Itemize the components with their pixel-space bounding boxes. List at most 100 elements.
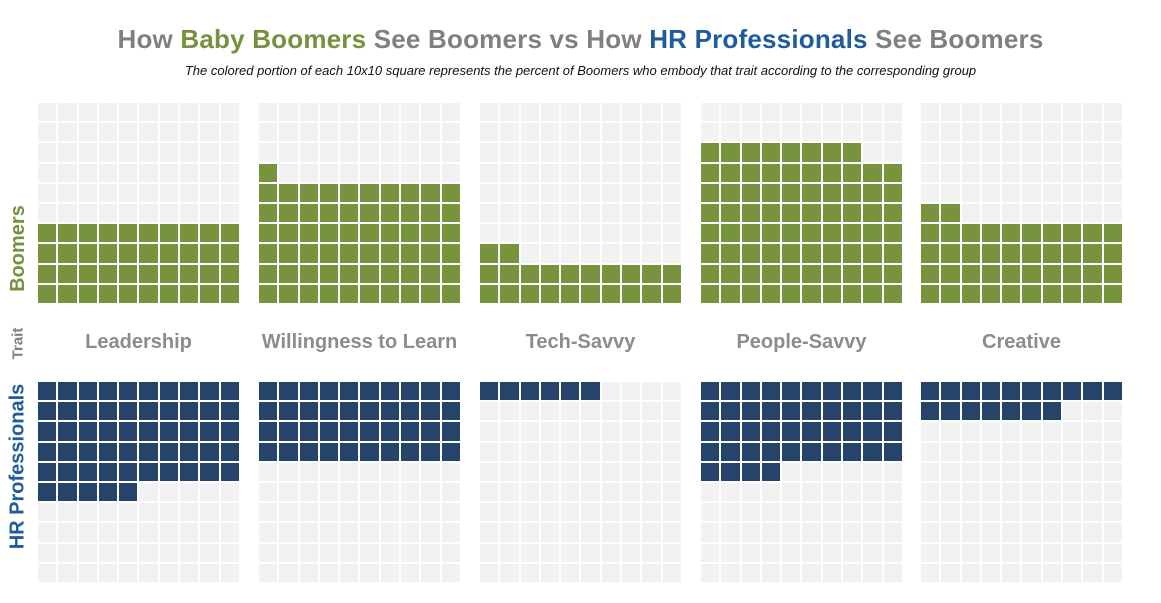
waffle-cell [520,103,539,122]
waffle-cell [863,462,882,481]
waffle-cell [259,442,278,461]
waffle-cell [883,543,902,562]
waffle-cell [581,264,600,283]
waffle-cell [220,103,239,122]
waffle-cell [279,284,298,303]
waffle-cell [921,402,940,421]
waffle-cell [139,244,158,263]
waffle-cell [961,523,980,542]
waffle-cell [721,462,740,481]
waffle-cell [401,103,420,122]
waffle-cell [1022,143,1041,162]
waffle-cell [883,523,902,542]
waffle-cell [480,483,499,502]
waffle-cell [843,143,862,162]
waffle-cell [782,224,801,243]
waffle-cell [642,143,661,162]
waffle-cell [981,163,1001,182]
waffle-cell [1083,543,1102,562]
waffle-cell [360,462,379,481]
waffle-cell [401,442,420,461]
waffle-cell [1042,284,1062,303]
waffle-cell [119,503,138,522]
waffle-cell [921,244,940,263]
waffle-cell [822,543,842,562]
waffle-cell [299,442,318,461]
waffle-cell [119,422,138,441]
waffle-cell [601,543,621,562]
waffle-cell [1022,123,1041,142]
waffle-cell [802,563,821,582]
row-label-trait-text: Trait [9,327,27,359]
waffle-cell [180,382,199,401]
waffle-cell [701,244,720,263]
waffle-cell [1002,462,1021,481]
waffle-cell [380,264,400,283]
waffle-cell [299,244,318,263]
waffle-cell [500,503,519,522]
waffle-cell [863,563,882,582]
waffle-cell [843,224,862,243]
waffle-cell [38,163,57,182]
waffle-cell [119,204,138,223]
waffle-cell [480,462,499,481]
waffle-cell [1083,123,1102,142]
waffle-cell [360,163,379,182]
waffle-cell [98,123,118,142]
title-part-hr: HR Professionals [649,24,868,54]
waffle-cell [360,523,379,542]
waffle-cell [78,264,97,283]
waffle-cell [441,563,460,582]
waffle-cell [883,483,902,502]
waffle-cell [119,264,138,283]
waffle-cell [1103,382,1122,401]
waffle-cell [921,264,940,283]
waffle-boomers-willingness-to-learn [259,103,460,303]
waffle-cell [360,264,379,283]
waffle-cell [78,224,97,243]
waffle-cell [721,523,740,542]
waffle-cell [200,103,219,122]
waffle-cell [520,523,539,542]
waffle-cell [58,244,77,263]
waffle-cell [480,103,499,122]
waffle-cell [601,503,621,522]
waffle-cell [380,442,400,461]
waffle-cell [480,143,499,162]
waffle-boomers-leadership [38,103,239,303]
waffle-cell [159,543,179,562]
waffle-cell [340,284,359,303]
waffle-cell [981,143,1001,162]
waffle-cell [741,382,760,401]
waffle-cell [843,284,862,303]
waffle-cell [883,563,902,582]
waffle-cell [279,123,298,142]
waffle-cell [159,442,179,461]
waffle-cell [802,204,821,223]
waffle-cell [340,442,359,461]
waffle-cell [883,183,902,202]
waffle-cell [380,422,400,441]
waffle-cell [520,224,539,243]
waffle-cell [520,284,539,303]
waffle-cell [883,442,902,461]
waffle-cell [159,563,179,582]
waffle-cell [883,503,902,522]
waffle-cell [941,244,960,263]
waffle-cell [802,483,821,502]
waffle-cell [98,163,118,182]
waffle-cell [1103,402,1122,421]
waffle-cell [961,543,980,562]
waffle-cell [802,402,821,421]
waffle-cell [38,483,57,502]
waffle-cell [622,183,641,202]
waffle-cell [200,183,219,202]
waffle-cell [863,183,882,202]
waffle-cell [259,462,278,481]
waffle-cell [220,503,239,522]
waffle-cell [961,264,980,283]
waffle-cell [622,543,641,562]
waffle-cell [340,264,359,283]
waffle-cell [38,224,57,243]
waffle-cell [721,483,740,502]
